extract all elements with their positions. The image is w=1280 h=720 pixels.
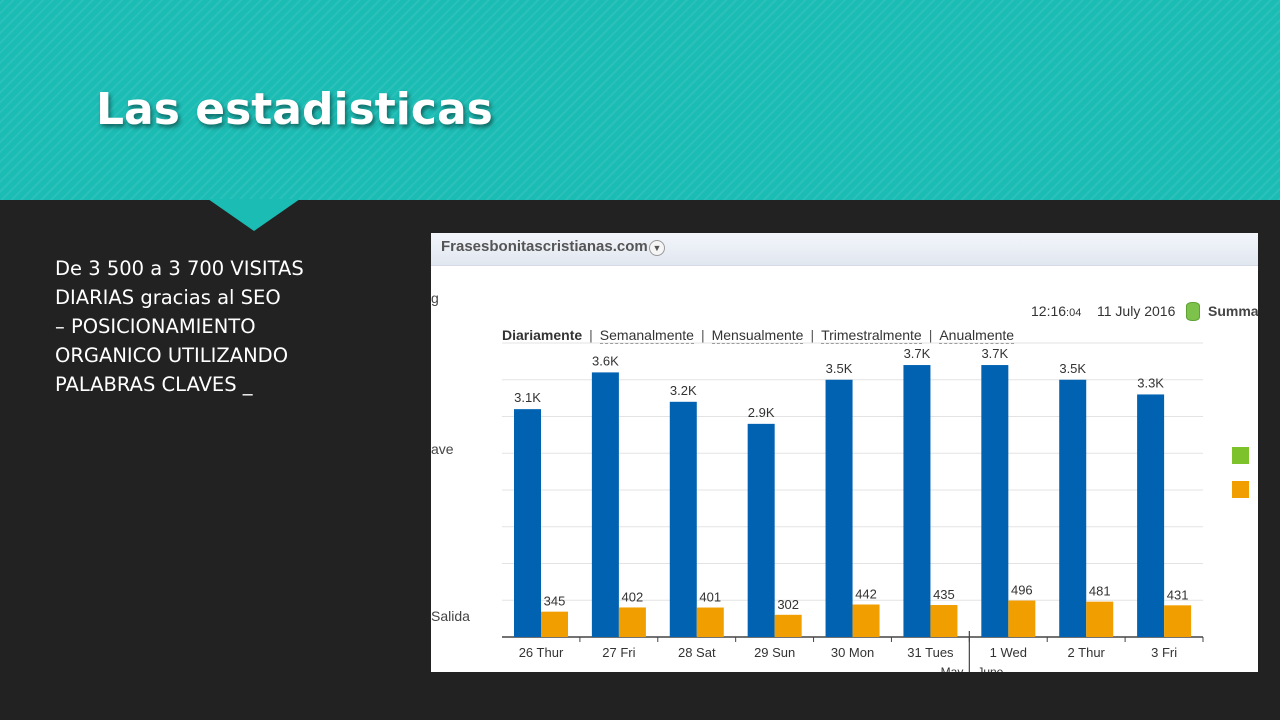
data-label-secondary: 435	[933, 587, 955, 602]
tab-separator: |	[700, 327, 705, 343]
slide-body-text: De 3 500 a 3 700 VISITAS DIARIAS gracias…	[55, 254, 365, 399]
data-label-visits: 3.1K	[514, 390, 541, 405]
analytics-screenshot: Frasesbonitascristianas.com ▼ g ave Sali…	[431, 233, 1258, 672]
x-tick-label: 31 Tues	[907, 645, 954, 660]
body-line: DIARIAS gracias al SEO	[55, 286, 281, 309]
legend-green-square	[1232, 447, 1249, 464]
body-line: De 3 500 a 3 700 VISITAS	[55, 257, 304, 280]
slide-header	[0, 0, 1280, 200]
slide-title: Las estadisticas	[96, 84, 493, 135]
x-tick-label: 26 Thur	[519, 645, 564, 660]
data-label-secondary: 431	[1167, 587, 1189, 602]
month-label: June	[977, 665, 1003, 672]
bar-visits[interactable]	[1059, 379, 1087, 637]
x-tick-label: 27 Fri	[602, 645, 635, 660]
summary-link[interactable]: Summa	[1208, 303, 1258, 319]
clock-time-main: 12:16	[1031, 303, 1067, 319]
data-label-secondary: 442	[855, 587, 877, 602]
x-tick-label: 2 Thur	[1068, 645, 1106, 660]
data-label-visits: 3.7K	[904, 346, 931, 361]
data-label-visits: 3.3K	[1137, 375, 1164, 390]
tab-separator: |	[928, 327, 933, 343]
body-line: – POSICIONAMIENTO	[55, 315, 256, 338]
x-tick-label: 28 Sat	[678, 645, 716, 660]
bar-secondary[interactable]	[696, 607, 724, 637]
data-label-visits: 3.6K	[592, 353, 619, 368]
data-label-visits: 3.2K	[670, 383, 697, 398]
sidebar-fragment: g	[431, 290, 439, 306]
tab-diariamente[interactable]: Diariamente	[502, 327, 583, 343]
body-line: ORGANICO UTILIZANDO	[55, 344, 289, 367]
legend-orange-square	[1232, 481, 1249, 498]
chevron-down-icon[interactable]: ▼	[649, 240, 665, 256]
data-label-visits: 3.7K	[981, 346, 1008, 361]
current-date: 11 July 2016	[1097, 303, 1176, 319]
tab-separator: |	[589, 327, 593, 343]
bar-secondary[interactable]	[774, 614, 802, 637]
data-label-secondary: 496	[1011, 583, 1033, 598]
bar-visits[interactable]	[591, 372, 619, 637]
sidebar-fragment: ave	[431, 441, 454, 457]
visits-bar-chart: 3.1K 345 26 Thur 3.6K 402 27 Fri 3.2K 401 28 Sat…	[502, 342, 1204, 672]
site-bar: Frasesbonitascristianas.com ▼	[431, 233, 1258, 266]
x-tick-label: 30 Mon	[831, 645, 874, 660]
header-notch	[208, 199, 300, 231]
sidebar-fragment: Salida	[431, 608, 470, 624]
data-label-secondary: 481	[1089, 584, 1111, 599]
data-label-visits: 3.5K	[826, 361, 853, 376]
database-icon	[1186, 302, 1200, 321]
data-label-visits: 2.9K	[748, 405, 775, 420]
data-label-secondary: 401	[699, 590, 721, 605]
data-label-visits: 3.5K	[1059, 361, 1086, 376]
month-label: May	[941, 665, 964, 672]
bar-visits[interactable]	[747, 423, 775, 637]
bar-visits[interactable]	[903, 365, 931, 637]
tab-separator: |	[810, 327, 815, 343]
bar-secondary[interactable]	[618, 607, 646, 637]
data-label-secondary: 345	[544, 594, 566, 609]
bar-visits[interactable]	[825, 379, 853, 637]
clock-time: 12:16:04	[1031, 303, 1081, 319]
data-label-secondary: 402	[622, 589, 644, 604]
body-line: PALABRAS CLAVES _	[55, 373, 253, 396]
clock-seconds: :04	[1066, 307, 1082, 319]
bar-secondary[interactable]	[541, 611, 568, 637]
site-name[interactable]: Frasesbonitascristianas.com	[441, 238, 648, 255]
bar-visits[interactable]	[981, 365, 1009, 637]
bar-visits[interactable]	[669, 401, 697, 637]
period-tabs: Diariamente | Semanalmente | Mensualmente | Tr…	[502, 327, 1015, 344]
x-tick-label: 3 Fri	[1151, 645, 1177, 660]
bar-secondary[interactable]	[930, 605, 958, 637]
bar-visits[interactable]	[514, 409, 541, 637]
data-label-secondary: 302	[777, 597, 799, 612]
bar-visits[interactable]	[1137, 394, 1165, 637]
bar-secondary[interactable]	[1086, 601, 1114, 637]
x-tick-label: 29 Sun	[754, 645, 795, 660]
x-tick-label: 1 Wed	[990, 645, 1027, 660]
bar-secondary[interactable]	[1008, 600, 1036, 637]
bar-secondary[interactable]	[852, 604, 880, 637]
bar-secondary[interactable]	[1164, 605, 1192, 637]
